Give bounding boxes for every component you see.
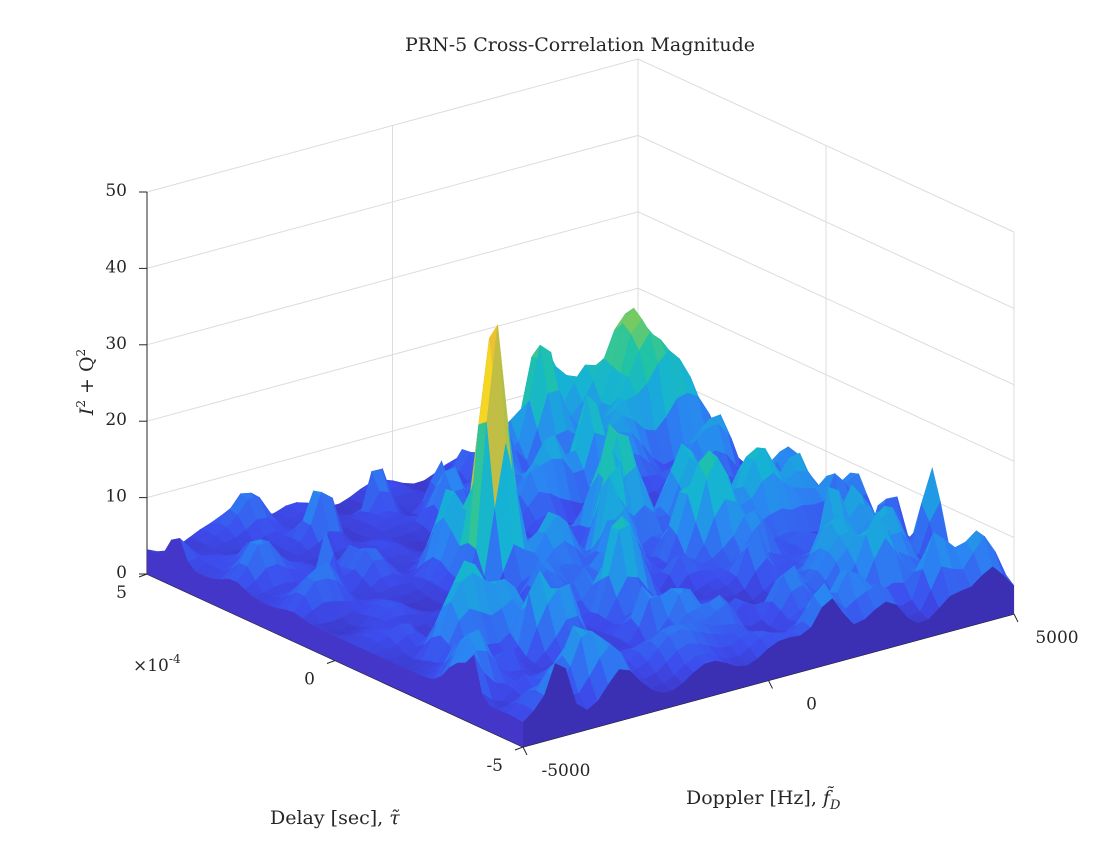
y-tick-label: 0	[304, 670, 315, 690]
x-tick-0	[768, 680, 773, 689]
y-axis-exponent: ×10-4	[133, 652, 181, 676]
grid-line-z-40	[146, 134, 1015, 309]
y-tick-5	[138, 573, 148, 578]
z-tick-label: 0	[116, 563, 127, 583]
z-axis-label: I2 + Q2	[74, 349, 98, 416]
grid-line-z-50	[146, 58, 1015, 233]
z-tick-label: 20	[105, 410, 127, 430]
z-tick-label: 50	[105, 181, 127, 201]
y-tick--5	[514, 746, 524, 751]
x-tick-label: -5000	[541, 761, 590, 781]
x-tick-5000	[1013, 613, 1019, 623]
x-tick-label: 5000	[1035, 628, 1078, 648]
surface-left-edge	[147, 538, 523, 747]
chart-title: PRN-5 Cross-Correlation Magnitude	[405, 34, 755, 56]
y-tick-label: 5	[116, 583, 127, 603]
grid-line-z-30	[146, 211, 1015, 386]
x-tick-label: 0	[806, 695, 817, 715]
surface-front-edge	[523, 566, 1014, 747]
z-tick-label: 30	[105, 334, 127, 354]
y-tick-label: -5	[486, 756, 503, 776]
z-tick-label: 10	[105, 487, 127, 507]
y-axis-label: Delay [sec], τ̃	[270, 807, 400, 829]
x-tick--5000	[522, 746, 528, 756]
z-tick-label: 40	[105, 257, 127, 277]
y-tick-0	[326, 660, 336, 664]
surface-layer	[146, 307, 1015, 747]
x-axis-label: Doppler [Hz], f̃D	[686, 786, 841, 813]
